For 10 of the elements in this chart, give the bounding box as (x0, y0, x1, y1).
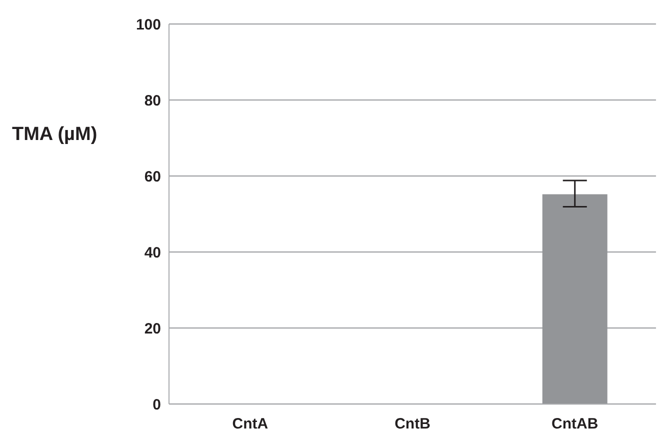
y-tick-label: 40 (144, 244, 161, 262)
x-tick-label: CntAB (552, 416, 598, 433)
y-tick-label: 0 (152, 396, 161, 414)
x-tick-label: CntA (232, 416, 268, 433)
y-tick-label: 20 (144, 320, 161, 338)
y-tick-label: 100 (136, 16, 161, 34)
y-tick-label: 80 (144, 92, 161, 110)
x-tick-label: CntB (394, 416, 431, 433)
y-axis-title: TMA (µM) (12, 124, 98, 146)
y-tick-label: 60 (144, 168, 161, 186)
